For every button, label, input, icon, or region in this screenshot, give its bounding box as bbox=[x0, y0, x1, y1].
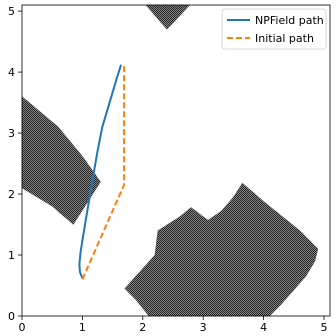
legend-label-1: Initial path bbox=[255, 32, 314, 45]
obstacle-top bbox=[145, 4, 191, 30]
series-line-0 bbox=[78, 64, 122, 279]
obstacle-bottom bbox=[124, 182, 319, 317]
y-tick-label: 0 bbox=[8, 310, 15, 323]
x-tick-label: 4 bbox=[260, 321, 267, 334]
plot-frame bbox=[21, 4, 331, 317]
series-line-1 bbox=[81, 64, 126, 280]
legend-label-0: NPField path bbox=[255, 14, 324, 27]
legend: NPField path Initial path bbox=[221, 8, 327, 50]
obstacle-left bbox=[21, 95, 101, 225]
y-tick-label: 2 bbox=[8, 188, 15, 201]
axes-layer: 0 1 2 3 4 5 0 1 2 3 4 5 bbox=[8, 5, 327, 334]
x-tick-label: 0 bbox=[19, 321, 26, 334]
x-tick-label: 1 bbox=[79, 321, 86, 334]
y-tick-label: 1 bbox=[8, 249, 15, 262]
y-tick-label: 3 bbox=[8, 127, 15, 140]
x-tick-label: 2 bbox=[139, 321, 146, 334]
x-tick-label: 5 bbox=[320, 321, 327, 334]
series-layer bbox=[78, 64, 126, 280]
obstacles-layer bbox=[21, 4, 319, 317]
y-tick-label: 5 bbox=[8, 5, 15, 18]
x-tick-label: 3 bbox=[200, 321, 207, 334]
y-tick-label: 4 bbox=[8, 66, 15, 79]
